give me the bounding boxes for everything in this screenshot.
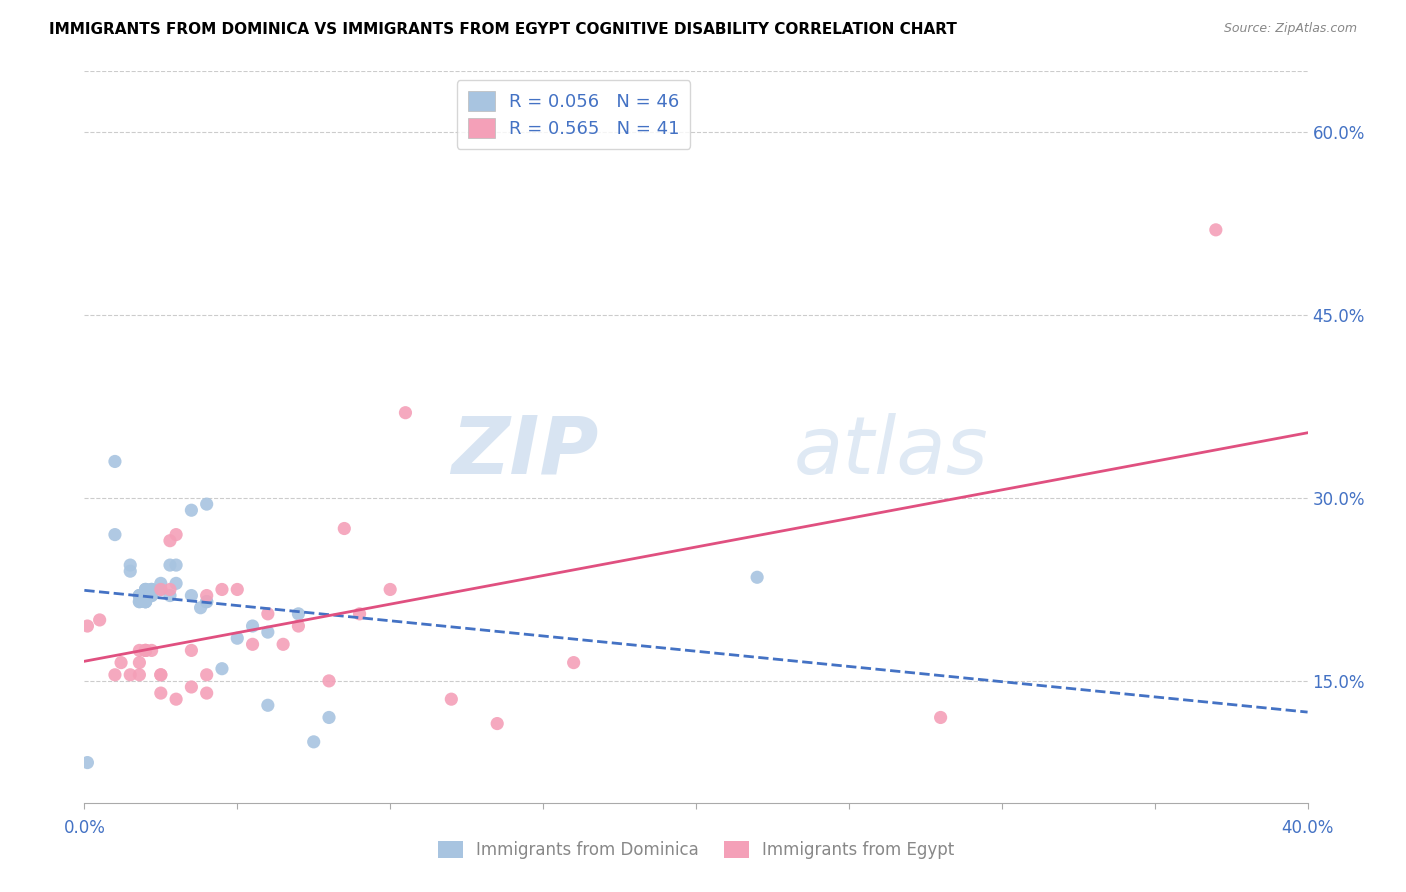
Point [135,594,157,608]
Point [257,607,280,621]
Point [135,589,157,603]
Point [195,497,218,511]
Point [180,503,202,517]
Legend: Immigrants from Dominica, Immigrants from Egypt: Immigrants from Dominica, Immigrants fro… [429,833,963,868]
Point [562,656,585,670]
Point [135,582,157,597]
Point [180,680,202,694]
Point [104,667,127,681]
Point [180,643,202,657]
Point [135,582,157,597]
Text: Source: ZipAtlas.com: Source: ZipAtlas.com [1223,22,1357,36]
Point [195,686,218,700]
Point [135,594,157,608]
Point [104,454,127,468]
Point [135,643,157,657]
Point [149,582,172,597]
Point [149,582,172,597]
Point [128,589,150,603]
Point [195,594,218,608]
Point [211,582,233,597]
Point [394,406,416,420]
Point [486,716,509,731]
Point [165,558,187,573]
Point [333,521,356,535]
Point [159,582,181,597]
Point [141,582,163,597]
Point [747,570,769,584]
Point [165,527,187,541]
Point [135,594,157,608]
Point [318,673,340,688]
Point [440,692,463,706]
Point [149,667,172,681]
Point [159,533,181,548]
Point [257,625,280,640]
Text: ZIP: ZIP [451,413,598,491]
Point [128,589,150,603]
Point [195,667,218,681]
Point [135,582,157,597]
Point [141,582,163,597]
Point [120,667,142,681]
Point [226,632,249,646]
Point [76,756,98,770]
Point [180,589,202,603]
Point [349,607,371,621]
Point [120,564,142,578]
Point [195,594,218,608]
Point [128,667,150,681]
Point [242,637,264,651]
Point [159,558,181,573]
Point [128,594,150,608]
Point [128,656,150,670]
Point [141,589,163,603]
Point [165,692,187,706]
Point [128,594,150,608]
Point [271,637,294,651]
Point [110,656,132,670]
Point [104,527,127,541]
Point [1205,223,1227,237]
Point [141,582,163,597]
Point [135,589,157,603]
Point [159,589,181,603]
Point [302,735,325,749]
Point [149,686,172,700]
Point [149,667,172,681]
Point [242,619,264,633]
Point [380,582,402,597]
Point [257,698,280,713]
Point [287,607,309,621]
Point [226,582,249,597]
Point [120,558,142,573]
Point [128,589,150,603]
Point [141,643,163,657]
Point [89,613,111,627]
Point [190,600,212,615]
Point [135,589,157,603]
Point [318,710,340,724]
Point [287,619,309,633]
Point [135,594,157,608]
Point [128,643,150,657]
Point [141,589,163,603]
Point [211,662,233,676]
Point [195,589,218,603]
Point [76,619,98,633]
Point [135,643,157,657]
Point [135,643,157,657]
Point [929,710,952,724]
Text: IMMIGRANTS FROM DOMINICA VS IMMIGRANTS FROM EGYPT COGNITIVE DISABILITY CORRELATI: IMMIGRANTS FROM DOMINICA VS IMMIGRANTS F… [49,22,957,37]
Point [165,576,187,591]
Point [149,576,172,591]
Text: atlas: atlas [794,413,988,491]
